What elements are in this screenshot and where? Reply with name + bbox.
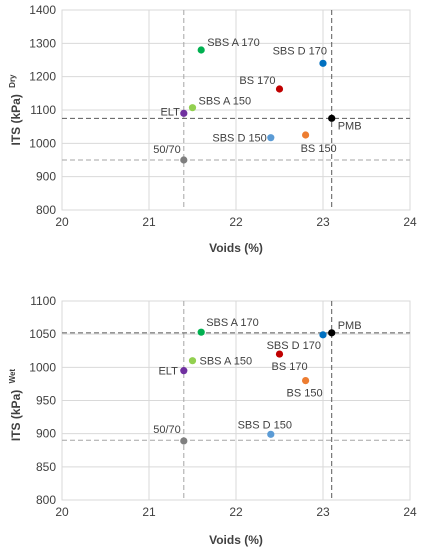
plot-area-border: [61, 9, 411, 211]
y-axis-title-sup: Dry: [8, 74, 17, 88]
data-point: [180, 109, 188, 117]
x-tick-label: 20: [55, 215, 69, 229]
data-point: [328, 329, 336, 337]
y-axis-title-sup: Wet: [8, 369, 17, 384]
y-axis-title: ITS (kPa) Wet: [8, 369, 23, 442]
data-point-label: SBS D 150: [238, 419, 292, 431]
data-point: [302, 377, 310, 385]
y-tick-label: 1050: [29, 327, 56, 341]
data-point: [180, 156, 188, 164]
data-point-label: SBS D 170: [273, 45, 327, 57]
data-point: [319, 59, 327, 67]
data-point: [188, 357, 197, 365]
x-tick-label: 21: [142, 505, 156, 519]
data-point: [275, 350, 284, 358]
y-tick-label: 1200: [29, 70, 56, 84]
y-tick-label: 850: [36, 460, 56, 474]
data-point: [328, 114, 336, 122]
data-point-label: SBS D 170: [267, 340, 321, 352]
data-point-label: BS 170: [239, 75, 275, 87]
plot-area-border: [61, 300, 411, 501]
y-tick-label: 1100: [30, 294, 56, 308]
data-point-label: 50/70: [153, 424, 181, 436]
data-point: [197, 46, 205, 54]
data-point: [319, 331, 327, 339]
x-axis-title: Voids (%): [209, 241, 263, 255]
y-tick-label: 900: [36, 427, 56, 441]
x-tick-label: 24: [403, 505, 417, 519]
data-point: [267, 430, 275, 438]
data-point-label: ELT: [160, 106, 180, 118]
x-tick-label: 22: [229, 505, 243, 519]
y-axis-title-main: ITS (kPa): [9, 94, 23, 145]
x-tick-label: 24: [403, 215, 417, 229]
data-point: [302, 131, 310, 139]
data-point: [180, 437, 188, 445]
y-tick-label: 800: [36, 203, 56, 217]
y-tick-label: 950: [36, 394, 56, 408]
y-tick-label: 1100: [30, 103, 56, 117]
y-tick-label: 1300: [29, 36, 56, 50]
x-tick-label: 20: [55, 505, 69, 519]
chart-its-wet: Voids (%) ITS (kPa) Wet 800 850 900 950 1000…: [8, 294, 417, 547]
x-tick-label: 23: [316, 215, 330, 229]
data-point-label: BS 170: [272, 361, 308, 373]
data-point: [197, 328, 205, 336]
data-point-label: 50/70: [153, 144, 181, 156]
data-point: [267, 134, 275, 142]
x-tick-label: 23: [316, 505, 330, 519]
y-axis-title-main: ITS (kPa): [9, 390, 23, 441]
data-point-label: SBS A 150: [200, 356, 253, 368]
data-point-label: ELT: [158, 366, 178, 378]
chart-its-dry: Voids (%) ITS (kPa) Dry 800 900 1000 1100 12…: [8, 3, 417, 255]
data-point-label: PMB: [338, 120, 362, 132]
data-point-label: SBS D 150: [212, 133, 266, 145]
x-axis-title: Voids (%): [209, 533, 263, 547]
y-axis-title: ITS (kPa) Dry: [8, 74, 23, 146]
x-tick-label: 22: [229, 215, 243, 229]
data-point-label: BS 150: [287, 388, 323, 400]
data-point-label: SBS A 150: [199, 96, 252, 108]
data-point: [188, 104, 197, 112]
y-tick-label: 1400: [29, 3, 56, 17]
x-tick-label: 21: [142, 215, 156, 229]
data-point-label: PMB: [338, 320, 362, 332]
data-point-label: SBS A 170: [207, 37, 260, 49]
y-tick-label: 1000: [29, 136, 56, 150]
y-tick-label: 800: [36, 493, 56, 507]
y-tick-label: 900: [36, 170, 56, 184]
y-tick-label: 1000: [29, 360, 56, 374]
data-point-label: SBS A 170: [206, 317, 259, 329]
data-point-label: BS 150: [301, 143, 337, 155]
data-point: [180, 367, 188, 375]
data-point: [275, 85, 284, 93]
